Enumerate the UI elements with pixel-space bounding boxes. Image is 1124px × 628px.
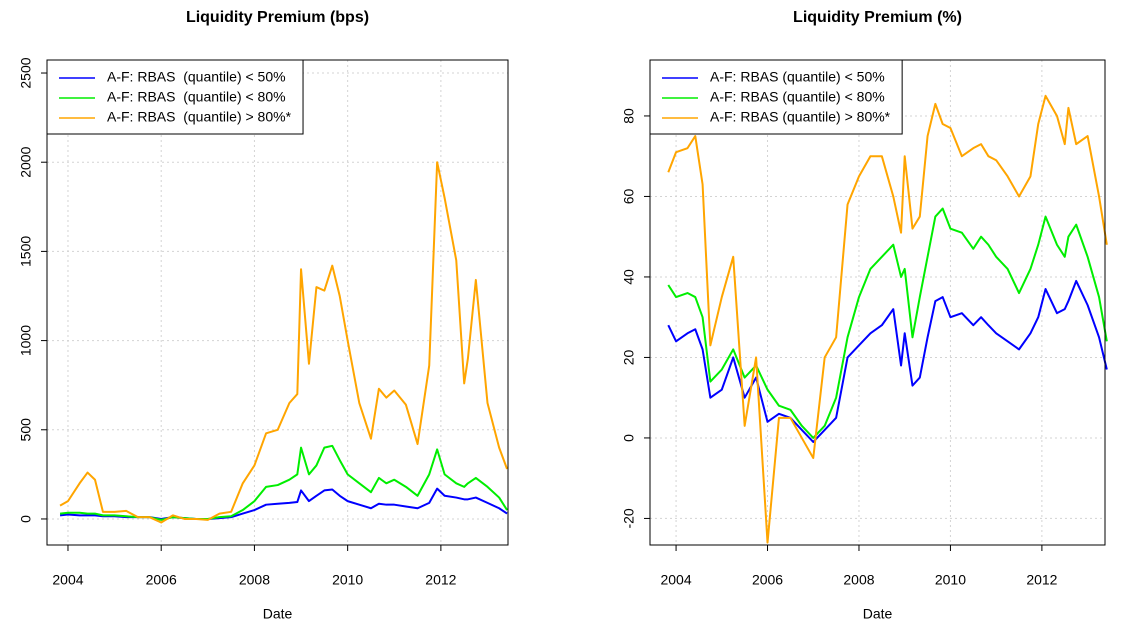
y-tick-label: -20 xyxy=(621,508,637,528)
legend: A-F: RBAS (quantile) < 50% A-F: RBAS (qua… xyxy=(46,59,304,135)
data-line xyxy=(59,487,508,520)
chart-panel: Liquidity Premium (bps) Date 2004 2006 2008 2… xyxy=(18,9,509,622)
x-tick-label: 2012 xyxy=(425,572,456,588)
y-tick-label: 40 xyxy=(621,269,637,285)
x-tick-label: 2010 xyxy=(332,572,363,588)
y-tick-label: 500 xyxy=(18,418,34,442)
legend-box xyxy=(649,59,903,135)
x-tick-label: 2006 xyxy=(146,572,177,588)
x-tick-label: 2010 xyxy=(935,572,966,588)
data-line xyxy=(667,94,1108,544)
x-tick-label: 2006 xyxy=(752,572,783,588)
x-axis-label: Date xyxy=(263,606,293,622)
x-tick-label: 2008 xyxy=(239,572,270,588)
legend-label: A-F: RBAS (quantile) < 50% xyxy=(710,69,885,85)
y-tick-label: 1000 xyxy=(18,325,34,356)
x-tick-label: 2012 xyxy=(1026,572,1057,588)
data-line xyxy=(59,444,508,521)
legend: A-F: RBAS (quantile) < 50% A-F: RBAS (qua… xyxy=(649,59,903,135)
data-line xyxy=(667,279,1108,443)
y-tick-label: 2500 xyxy=(18,57,34,88)
x-tick-label: 2004 xyxy=(660,572,691,588)
chart-title: Liquidity Premium (%) xyxy=(793,9,962,26)
x-tick-label: 2004 xyxy=(52,572,83,588)
y-tick-label: 1500 xyxy=(18,236,34,267)
legend-label: A-F: RBAS (quantile) < 80% xyxy=(710,89,885,105)
legend-label: A-F: RBAS (quantile) < 80% xyxy=(107,89,286,105)
y-tick-label: 0 xyxy=(621,434,637,442)
data-line xyxy=(59,161,509,524)
legend-label: A-F: RBAS (quantile) < 50% xyxy=(107,69,286,85)
x-tick-label: 2008 xyxy=(843,572,874,588)
legend-label: A-F: RBAS (quantile) > 80%* xyxy=(107,109,292,125)
x-axis-label: Date xyxy=(863,606,893,622)
y-tick-label: 20 xyxy=(621,349,637,365)
chart-panel: Liquidity Premium (%) Date 2004 2006 2008 201… xyxy=(621,9,1108,622)
y-tick-label: 2000 xyxy=(18,146,34,177)
y-tick-label: 80 xyxy=(621,108,637,124)
y-tick-label: 0 xyxy=(18,515,34,523)
y-tick-label: 60 xyxy=(621,188,637,204)
legend-box xyxy=(46,59,304,135)
legend-label: A-F: RBAS (quantile) > 80%* xyxy=(710,109,891,125)
data-line xyxy=(667,207,1108,439)
chart-title: Liquidity Premium (bps) xyxy=(186,9,369,26)
